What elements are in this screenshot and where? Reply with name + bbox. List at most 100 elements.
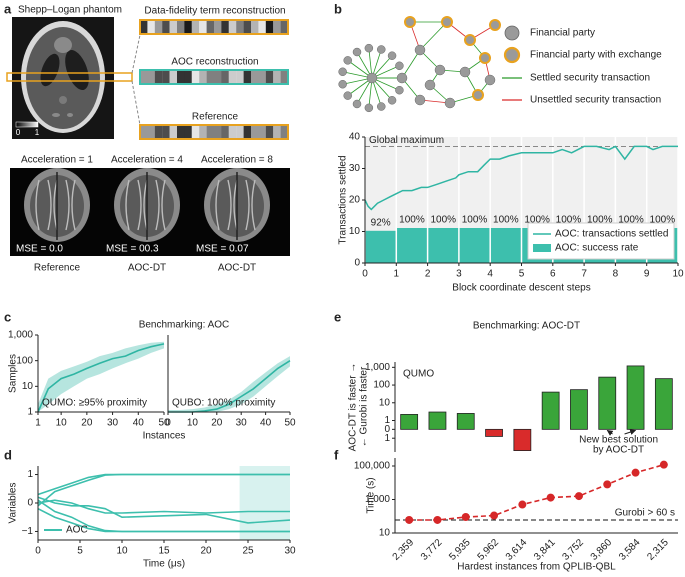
strip-title: AOC reconstruction <box>171 57 258 68</box>
x-tick-label: 3 <box>456 269 462 280</box>
strip-cell <box>169 70 178 84</box>
edge <box>401 49 421 79</box>
strip-cell <box>221 125 229 139</box>
x-tick-label: 5,935 <box>447 537 473 563</box>
brain-fold <box>47 179 52 231</box>
line <box>37 507 290 533</box>
bar-label: 100% <box>399 215 425 226</box>
node <box>352 47 362 57</box>
strip-cell <box>251 20 259 34</box>
strip-cell <box>280 70 289 84</box>
strip-cell <box>140 20 148 34</box>
x-tick-label: 30 <box>284 546 296 557</box>
y-tick-label: 1 <box>27 407 33 418</box>
strip-cell <box>221 70 229 84</box>
x-tick-label: 8 <box>613 269 619 280</box>
strip-cell <box>140 70 148 84</box>
bar <box>396 228 428 263</box>
brain-fold <box>65 179 70 231</box>
node <box>472 89 484 101</box>
annotation: QUMO <box>403 369 434 380</box>
brain-fold <box>215 179 220 231</box>
x-tick-label: 20 <box>81 418 93 429</box>
strip-cell <box>265 70 274 84</box>
point <box>631 468 640 477</box>
x-tick-label: 25 <box>242 546 254 557</box>
strip-cell <box>147 70 155 84</box>
bar-label: 100% <box>556 215 582 226</box>
y-tick-label: 1 <box>384 415 390 426</box>
point <box>518 500 527 509</box>
brain-title: Acceleration = 1 <box>21 155 93 166</box>
strip-cell <box>206 125 215 139</box>
strip-cell <box>236 70 244 84</box>
node <box>396 72 408 84</box>
x-tick-label: 30 <box>107 418 119 429</box>
y-tick-label: 100 <box>16 355 33 366</box>
x-tick-label: 4 <box>487 269 493 280</box>
y-tick-label: 10 <box>379 528 391 539</box>
x-tick-label: 50 <box>284 418 296 429</box>
node <box>479 52 491 64</box>
legend-label: AOC <box>66 525 88 536</box>
legend-node <box>504 25 520 41</box>
bar <box>541 391 560 430</box>
x-tick-label: 0 <box>165 418 171 429</box>
node <box>395 85 404 95</box>
strip-cell <box>177 70 185 84</box>
y-axis-label: Transactions settled <box>338 155 349 244</box>
brain-fold <box>227 179 232 231</box>
strip-cell <box>177 20 185 34</box>
x-tick-label: 20 <box>200 546 212 557</box>
band <box>168 356 290 412</box>
strip-cell <box>162 20 170 34</box>
brain-fold <box>245 179 250 231</box>
guide-line <box>131 34 141 74</box>
brain-label: AOC-DT <box>128 263 166 274</box>
line <box>37 473 290 507</box>
bar-label: 100% <box>493 215 519 226</box>
mse-label: MSE = 0.0 <box>16 244 63 255</box>
x-tick-label: 10 <box>187 418 199 429</box>
x-tick-label: 9 <box>644 269 650 280</box>
node <box>441 16 453 28</box>
brain-fold <box>53 179 58 231</box>
strip-cell <box>265 125 274 139</box>
bar <box>458 228 491 263</box>
phantom <box>12 17 114 139</box>
strip-cell <box>243 20 252 34</box>
bar <box>427 228 459 263</box>
node <box>459 66 471 78</box>
strip-cell <box>206 70 215 84</box>
x-tick-label: 2,315 <box>645 537 671 563</box>
strip-cell <box>251 125 259 139</box>
bar <box>626 365 645 430</box>
legend-label: AOC: success rate <box>555 243 639 254</box>
point <box>546 493 555 502</box>
panel-letter: b <box>334 1 342 16</box>
x-tick-label: 10 <box>56 418 68 429</box>
strip-cell <box>236 20 244 34</box>
brain-fold <box>125 179 130 231</box>
strip-cell <box>147 20 155 34</box>
x-axis-label: Instances <box>143 431 186 442</box>
strip-cell <box>243 70 252 84</box>
legend-label: AOC: transactions settled <box>555 229 668 240</box>
bar <box>598 376 617 430</box>
x-tick-label: 1 <box>394 269 400 280</box>
note: New best solution <box>579 435 658 446</box>
bar <box>490 228 522 263</box>
node <box>434 64 446 76</box>
x-tick-label: 0 <box>35 546 41 557</box>
legend-label: Settled security transaction <box>530 73 650 84</box>
x-tick-label: 5 <box>519 269 525 280</box>
node <box>414 44 426 56</box>
edge <box>419 21 448 51</box>
strip-cell <box>273 20 281 34</box>
mse-label: MSE = 00.3 <box>106 244 159 255</box>
strip-cell <box>199 125 207 139</box>
legend-label: Financial party with exchange <box>530 50 662 61</box>
strip-cell <box>140 125 148 139</box>
y-tick-label: 100 <box>373 380 390 391</box>
